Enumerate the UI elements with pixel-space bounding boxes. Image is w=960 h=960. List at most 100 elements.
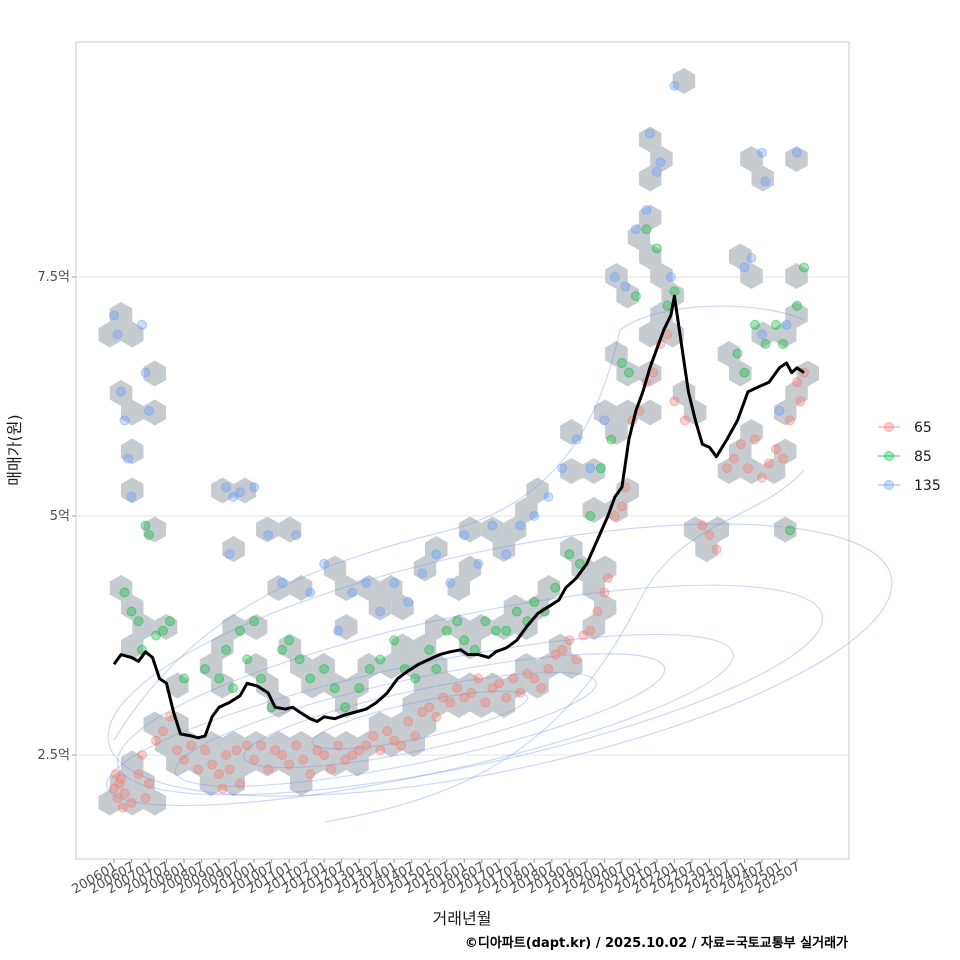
hex-cell — [582, 497, 606, 523]
point-65 — [459, 692, 470, 703]
point-135 — [620, 281, 631, 292]
hex-cell — [582, 614, 606, 640]
point-65 — [126, 797, 137, 808]
point-65 — [193, 764, 204, 775]
point-85 — [606, 434, 617, 445]
point-65 — [112, 793, 123, 804]
point-85 — [200, 663, 211, 674]
hex-cell — [312, 731, 335, 757]
point-85 — [784, 525, 795, 536]
hex-cell — [346, 750, 369, 777]
hex-cell — [785, 263, 808, 289]
hex-cell — [289, 770, 313, 796]
hex-cell — [706, 516, 729, 543]
point-85 — [799, 262, 809, 273]
density-contour — [324, 469, 805, 823]
point-65 — [200, 745, 211, 756]
point-135 — [126, 491, 137, 502]
point-135 — [417, 568, 428, 579]
point-65 — [319, 750, 330, 760]
point-135 — [249, 482, 260, 493]
point-65 — [599, 587, 610, 598]
point-135 — [361, 577, 372, 588]
point-65 — [263, 764, 274, 775]
hex-cell — [627, 224, 651, 250]
point-65 — [172, 745, 183, 756]
point-85 — [550, 582, 561, 593]
point-135 — [305, 587, 316, 598]
hex-cell — [143, 360, 167, 387]
point-65 — [536, 683, 547, 694]
point-65 — [207, 759, 218, 770]
hex-cell — [278, 633, 302, 660]
point-135 — [291, 530, 302, 541]
hex-cell — [683, 516, 707, 543]
point-85 — [319, 663, 330, 674]
hex-cell — [222, 536, 245, 562]
point-65 — [410, 730, 421, 741]
point-85 — [294, 654, 305, 665]
hex-cell — [334, 614, 358, 640]
point-135 — [123, 453, 134, 464]
point-135 — [557, 463, 568, 474]
point-85 — [574, 558, 585, 569]
point-85 — [389, 635, 400, 646]
points-layer — [109, 80, 809, 813]
hex-cell — [515, 653, 538, 679]
point-85 — [165, 616, 176, 627]
point-65 — [354, 745, 365, 756]
hex-cell — [132, 770, 155, 796]
hex-cell — [256, 672, 279, 699]
point-65 — [679, 415, 690, 426]
point-135 — [119, 415, 130, 426]
hex-cell — [391, 711, 414, 738]
hex-cell — [751, 321, 774, 348]
point-65 — [305, 769, 316, 780]
point-65 — [109, 783, 119, 794]
legend-label: 65 — [914, 420, 932, 436]
hex-cell — [537, 653, 561, 679]
hex-cell — [447, 575, 470, 601]
point-85 — [791, 300, 802, 311]
hex-cell — [267, 692, 290, 718]
hex-cell — [211, 633, 234, 660]
hex-cell — [121, 399, 144, 426]
hex-cell — [357, 731, 380, 757]
hex-cell — [143, 399, 167, 426]
point-135 — [473, 558, 484, 569]
point-65 — [340, 754, 351, 765]
hex-cell — [289, 575, 313, 601]
hex-cell — [458, 672, 482, 699]
hex-cell — [323, 672, 347, 699]
point-85 — [151, 630, 162, 641]
point-85 — [760, 338, 771, 349]
point-85 — [179, 673, 190, 684]
hex-cell — [334, 731, 358, 757]
hex-cell — [222, 614, 245, 640]
point-65 — [777, 453, 788, 464]
point-65 — [382, 726, 393, 737]
hex-cell — [470, 614, 493, 640]
hex-cell — [278, 516, 302, 543]
hex-cell — [413, 555, 437, 582]
point-85 — [256, 673, 267, 684]
point-85 — [133, 616, 144, 627]
hex-cell — [605, 341, 628, 367]
point-135 — [333, 625, 344, 636]
hex-cell — [582, 575, 606, 601]
point-65 — [795, 396, 806, 407]
hex-cell — [650, 263, 673, 289]
density-contour — [106, 633, 734, 807]
point-65 — [742, 463, 753, 474]
point-65 — [431, 711, 442, 722]
point-135 — [501, 549, 512, 560]
point-65 — [256, 740, 267, 751]
density-contour — [311, 690, 529, 750]
hex-cell — [244, 653, 268, 679]
point-85 — [221, 644, 232, 655]
point-65 — [522, 668, 533, 679]
point-135 — [375, 606, 386, 617]
hex-cell — [391, 633, 414, 660]
point-135 — [774, 405, 785, 416]
